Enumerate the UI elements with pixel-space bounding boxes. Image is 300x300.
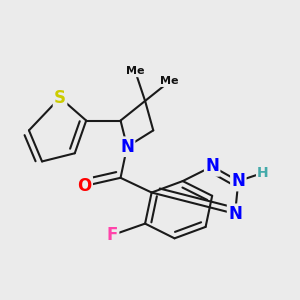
Text: S: S: [54, 89, 66, 107]
Text: N: N: [120, 138, 134, 156]
Text: N: N: [228, 205, 242, 223]
Text: Me: Me: [160, 76, 179, 86]
Text: Me: Me: [126, 67, 145, 76]
Text: F: F: [107, 226, 118, 244]
Text: H: H: [257, 166, 269, 180]
Text: O: O: [77, 177, 92, 195]
Text: N: N: [205, 158, 219, 175]
Text: N: N: [231, 172, 245, 190]
